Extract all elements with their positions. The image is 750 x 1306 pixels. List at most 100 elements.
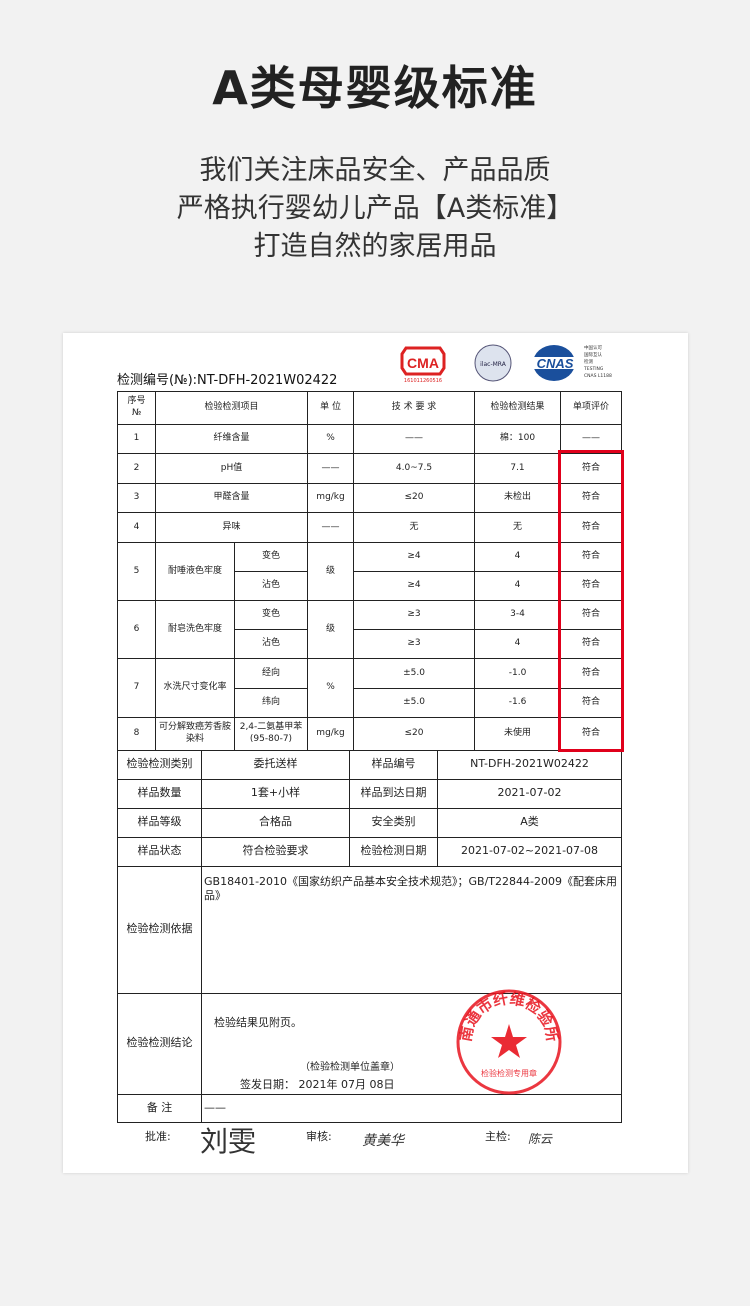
info-label: 样品到达日期 [349,779,438,809]
table-row: 沾色 ≥4 4 符合 [118,571,623,601]
basis-text: GB18401-2010《国家纺织产品基本安全技术规范》；GB/T22844-2… [201,866,622,994]
row-result: 未检出 [474,483,562,513]
evaluation-highlight-box [558,450,624,752]
row-result: -1.6 [474,688,562,718]
row-eval: 符合 [560,658,623,689]
page-title: A类母婴级标准 [212,61,538,115]
cnas-logo: CNAS 中国认可 国际互认 检测 TESTING CNAS L1188 [532,343,627,383]
row-item: 水洗尺寸变化率 [155,658,235,718]
star-icon [491,1024,527,1058]
row-no: 1 [117,424,156,454]
row-unit: —— [307,512,355,543]
row-result: -1.0 [474,658,562,689]
row-eval: 符合 [560,629,623,659]
info-row: 样品数量 1套+小样 样品到达日期 2021-07-02 [117,779,622,809]
sample-info-table: 检验检测类别 委托送样 样品编号 NT-DFH-2021W02422 样品数量 1套+小… [117,750,622,1123]
row-unit: mg/kg [307,717,355,751]
row-no: 2 [117,453,156,484]
row-result: 未使用 [474,717,562,751]
info-value: 2021-07-02~2021-07-08 [437,837,622,867]
info-row: 检验检测类别 委托送样 样品编号 NT-DFH-2021W02422 [117,750,622,780]
row-req: ≤20 [353,717,476,751]
row-eval: 符合 [560,717,623,751]
row-unit: 级 [307,600,355,659]
approve-label: 批准: [145,1130,171,1143]
info-row: 样品等级 合格品 安全类别 A类 [117,808,622,838]
row-eval: 符合 [560,483,623,513]
row-req: ±5.0 [353,688,476,718]
info-label: 检验检测日期 [349,837,438,867]
row-no: 6 [117,600,156,659]
row-subitem: 变色 [233,600,309,630]
row-no: 4 [117,512,156,543]
row-unit: 级 [307,542,355,601]
info-value: 合格品 [201,808,350,838]
row-item: pH值 [154,453,309,484]
svg-text:检测: 检测 [584,358,593,365]
row-unit: mg/kg [307,483,355,513]
row-req: 4.0~7.5 [353,453,476,484]
row-subitem: 变色 [233,542,309,572]
row-item: 纤维含量 [154,424,309,454]
row-req: 无 [353,512,476,543]
info-value: 1套+小样 [201,779,350,809]
inspector-label: 主检: [485,1130,511,1143]
table-row: 7 水洗尺寸变化率 经向% ±5.0 -1.0 符合 [117,658,623,718]
row-eval: 符合 [560,688,623,718]
row-subitem: 2,4-二氨基甲苯(95-80-7) [233,717,309,751]
header-result: 检验检测结果 [474,391,562,425]
row-result: 无 [474,512,562,543]
table-row: 5 耐唾液色牢度 变色级 ≥4 4 符合 [117,542,623,601]
issue-date: 签发日期： 2021年 07月 08日 [240,1078,395,1091]
results-table: 序号 № 检验检测项目 单 位 技 术 要 求 检验检测结果 单项评价 1 纤维含… [117,391,623,751]
row-subitem: 经向 [233,658,309,689]
official-stamp: 南通市纤维检验所 检验检测专用章 [456,989,562,1095]
table-row: 3 甲醛含量 mg/kg ≤20 未检出 符合 [117,483,623,513]
report-number: 检测编号(№):NT-DFH-2021W02422 [117,373,338,388]
svg-text:中国认可: 中国认可 [584,344,602,351]
row-no: 5 [117,542,156,601]
remark-label: 备 注 [117,1094,202,1123]
info-value: NT-DFH-2021W02422 [437,750,622,780]
table-row: 8 可分解致癌芳香胺染料 2,4-二氨基甲苯(95-80-7) mg/kg ≤20 未使用… [117,717,623,751]
ilac-logo: ilac-MRA [473,343,513,383]
cnas-text: CNAS [537,356,574,371]
row-subitem: 沾色 [233,629,309,659]
info-value: 委托送样 [201,750,350,780]
row-no: 8 [117,717,156,751]
row-item: 异味 [154,512,309,543]
header-item: 检验检测项目 [154,391,309,425]
info-label: 安全类别 [349,808,438,838]
row-result: 4 [474,571,562,601]
svg-text:CNAS L1188: CNAS L1188 [584,373,612,379]
basis-label: 检验检测依据 [117,866,202,994]
row-item: 耐皂洗色牢度 [155,600,235,659]
row-req: ≥4 [353,542,476,572]
cma-text: CMA [407,355,439,371]
row-result: 4 [474,629,562,659]
info-row: 样品状态 符合检验要求 检验检测日期 2021-07-02~2021-07-08 [117,837,622,867]
info-value: A类 [437,808,622,838]
row-result: 3-4 [474,600,562,630]
row-req: ≥3 [353,600,476,630]
table-row: 1 纤维含量% —— 棉：100 —— [117,424,623,454]
info-value: 2021-07-02 [437,779,622,809]
header-unit: 单 位 [307,391,355,425]
table-row: 沾色 ≥3 4 符合 [118,629,623,659]
table-row: 纬向 ±5.0 -1.6 符合 [118,688,623,718]
row-req: ≥4 [353,571,476,601]
row-eval: 符合 [560,512,623,543]
inspector-signature: 陈云 [528,1132,553,1146]
svg-text:TESTING: TESTING [583,366,604,372]
table-row: 4 异味 —— 无无符合 [117,512,623,543]
row-subitem: 纬向 [233,688,309,718]
row-no: 7 [117,658,156,718]
table-header-row: 序号 № 检验检测项目 单 位 技 术 要 求 检验检测结果 单项评价 [117,391,623,425]
stamp-sub-text: 检验检测专用章 [481,1068,537,1078]
row-no: 3 [117,483,156,513]
row-result: 棉：100 [474,424,562,454]
info-value: 符合检验要求 [201,837,350,867]
row-item: 可分解致癌芳香胺染料 [155,717,235,751]
info-label: 样品数量 [117,779,202,809]
info-label: 样品编号 [349,750,438,780]
